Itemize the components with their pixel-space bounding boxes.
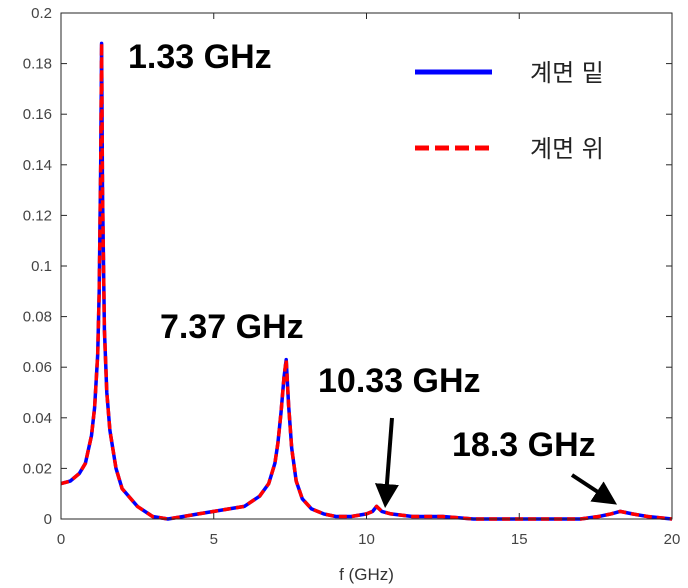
y-tick-label: 0.18 (23, 56, 52, 73)
y-tick-label: 0.12 (23, 207, 52, 224)
y-tick-label: 0 (44, 511, 52, 528)
y-tick-label: 0.16 (23, 106, 52, 123)
legend-label: 계면 위 (530, 135, 604, 163)
x-tick-label: 5 (210, 531, 218, 548)
y-tick-label: 0.1 (31, 258, 52, 275)
annotation-label: 1.33 GHz (128, 38, 272, 76)
annotation-label: 7.37 GHz (160, 308, 304, 346)
y-tick-label: 0.06 (23, 359, 52, 376)
annotation-arrow (570, 473, 618, 505)
x-axis-label: f (GHz) (339, 565, 394, 584)
annotation-arrow (374, 417, 399, 508)
y-tick-label: 0.02 (23, 460, 52, 477)
annotation-label: 10.33 GHz (318, 362, 481, 400)
y-tick-label: 0.04 (23, 410, 52, 427)
legend: 계면 밑계면 위 (415, 59, 604, 163)
annotation-label: 18.3 GHz (452, 426, 596, 464)
y-tick-label: 0.2 (31, 5, 52, 22)
y-tick-label: 0.14 (23, 157, 52, 174)
legend-label: 계면 밑 (530, 59, 604, 87)
y-tick-label: 0.08 (23, 309, 52, 326)
x-tick-label: 10 (358, 531, 375, 548)
x-tick-label: 15 (511, 531, 528, 548)
x-tick-label: 0 (57, 531, 65, 548)
x-tick-label: 20 (664, 531, 681, 548)
axes-layer: 0 5 10 15 20 0 0.02 0.04 0.06 0.08 0.1 0.12 0.14 0.16… (23, 5, 681, 584)
plot-area (61, 13, 672, 519)
annotations-layer: 1.33 GHz 7.37 GHz 10.33 GHz 18.3 GHz (128, 38, 618, 508)
